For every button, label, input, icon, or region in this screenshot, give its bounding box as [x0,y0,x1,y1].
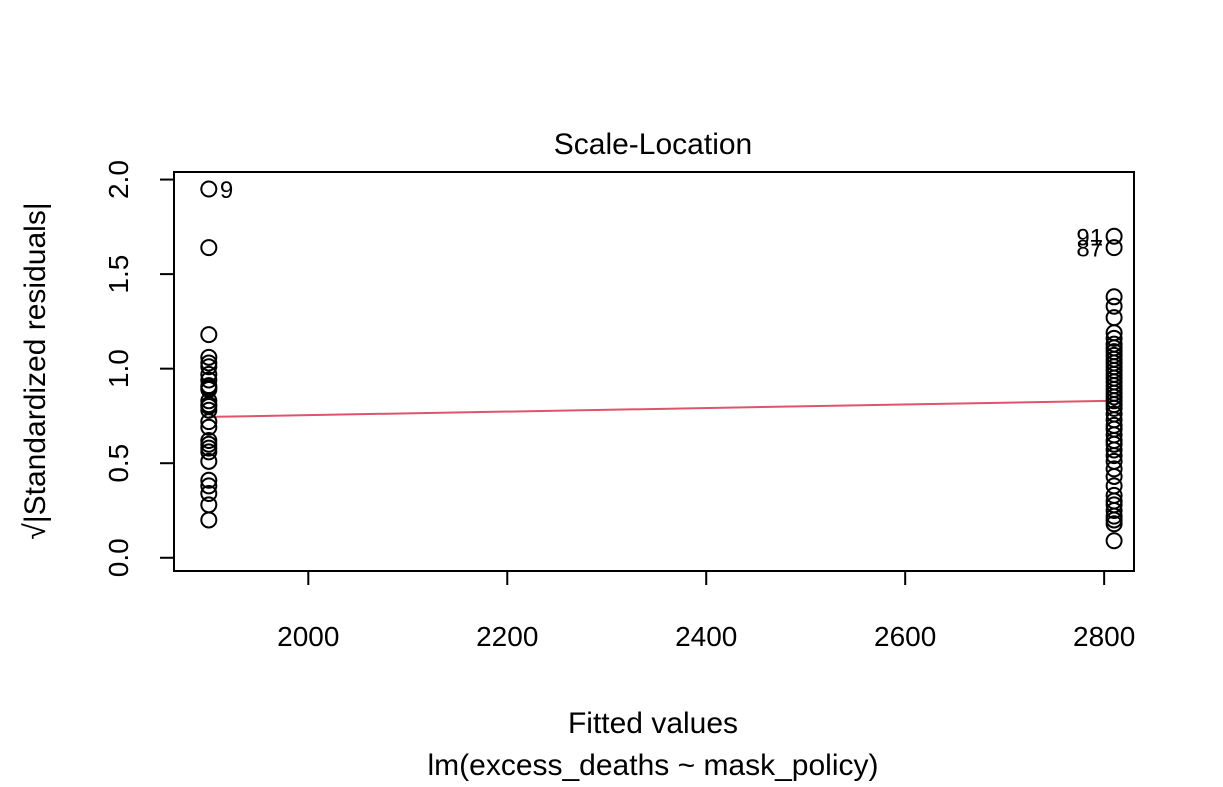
data-point [1105,309,1123,327]
x-axis-subtitle: lm(excess_deaths ~ mask_policy) [427,749,878,782]
data-point [1105,467,1123,485]
data-point [200,413,218,431]
data-point [200,239,218,257]
point-label: 9 [220,177,233,204]
data-point [1105,447,1123,465]
data-point [1105,532,1123,550]
data-point [1105,227,1123,245]
plot-frame [173,171,1135,572]
smooth-line-path [208,399,1115,418]
y-tick-label: 0.0 [103,538,134,577]
data-point [1105,288,1123,306]
x-tick-label: 2000 [277,621,339,652]
data-point [1105,515,1123,533]
x-axis: 2000 2200 2400 2600 2800 [277,570,1135,652]
data-point [200,471,218,489]
y-axis: 0.0 0.5 1.0 1.5 2.0 [103,160,175,577]
data-point [200,371,218,389]
data-point [200,326,218,344]
data-point [1105,435,1123,453]
y-tick-label: 0.5 [103,444,134,483]
data-point [1105,329,1123,347]
data-point [200,358,218,376]
data-point [1105,511,1123,529]
y-tick-label: 1.5 [103,255,134,294]
data-point [200,180,218,198]
data-point [200,511,218,529]
data-point [200,496,218,514]
data-point [1105,441,1123,459]
x-tick-label: 2800 [1073,621,1135,652]
data-point [1105,239,1123,257]
x-axis-title: Fitted values [568,707,738,740]
x-tick-label: 2200 [476,621,538,652]
data-point [1105,501,1123,519]
data-point [1105,460,1123,478]
x-tick-label: 2400 [675,621,737,652]
point-label: 87 [1076,236,1103,263]
point-label: 91 [1076,224,1103,251]
data-point [1105,399,1123,417]
data-point [200,452,218,470]
y-axis-title: √|Standardized residuals| [19,202,52,539]
chart-title: Scale-Location [554,128,752,161]
smooth-trend-line [208,399,1115,418]
residual-points [200,180,1123,550]
data-point [200,401,218,419]
data-point [200,484,218,502]
x-tick-label: 2600 [874,621,936,652]
data-point [1105,297,1123,315]
y-tick-label: 1.0 [103,349,134,388]
data-point [200,348,218,366]
y-tick-label: 2.0 [103,160,134,199]
data-point [200,477,218,495]
data-point [200,418,218,436]
data-point [200,443,218,461]
